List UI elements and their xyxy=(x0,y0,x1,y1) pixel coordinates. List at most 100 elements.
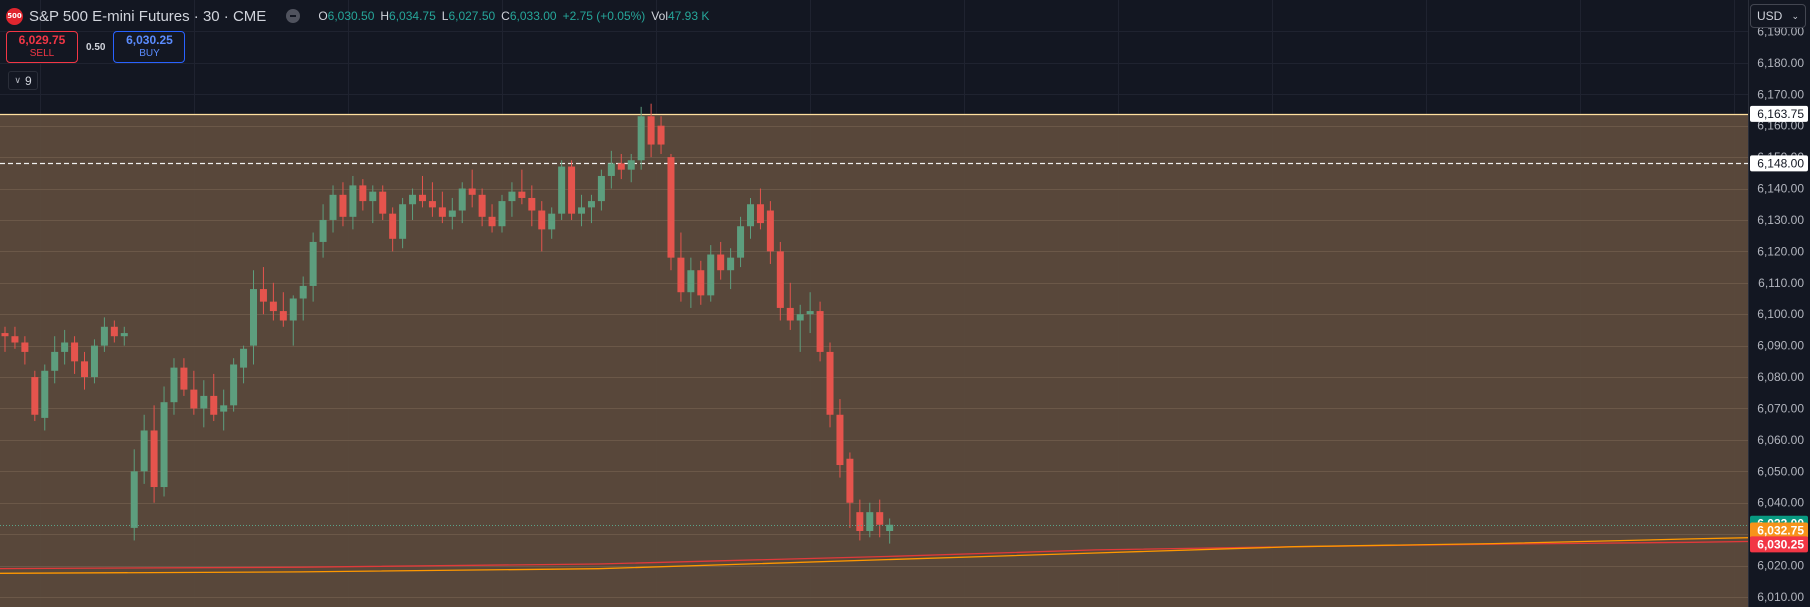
candle xyxy=(707,245,715,302)
candle xyxy=(438,191,446,224)
price-tick-label: 6,180.00 xyxy=(1757,56,1804,70)
candle-body xyxy=(21,342,29,352)
candle xyxy=(399,197,407,249)
price-axis[interactable]: 6,190.006,180.006,170.006,160.006,150.00… xyxy=(1748,0,1810,607)
price-tick-label: 6,020.00 xyxy=(1757,559,1804,573)
symbol-title[interactable]: S&P 500 E-mini Futures · 30 · CME xyxy=(29,7,267,25)
candle-body xyxy=(389,213,397,239)
candle xyxy=(90,339,98,384)
candle-body xyxy=(130,471,138,528)
low-value: 6,027.50 xyxy=(448,9,496,23)
level-badge[interactable]: 6,148.00 xyxy=(1750,155,1808,172)
ema-red-line xyxy=(0,539,1810,570)
candle-body xyxy=(558,166,566,214)
volume-label: Vol xyxy=(651,9,668,23)
candle-body xyxy=(279,311,287,321)
candle xyxy=(488,204,496,233)
candle xyxy=(826,342,834,428)
sell-label: SELL xyxy=(29,48,55,59)
candle xyxy=(140,414,148,484)
currency-select[interactable]: USD ⌄ xyxy=(1750,4,1806,28)
volume-value: 47.93 K xyxy=(667,9,710,23)
symbol-logo[interactable]: 500 xyxy=(6,7,23,25)
candle-body xyxy=(150,430,158,488)
candle-body xyxy=(747,204,754,227)
candle-body xyxy=(240,348,248,368)
close-value: 6,033.00 xyxy=(509,9,557,23)
candle-body xyxy=(51,351,59,371)
candle-body xyxy=(170,367,178,403)
collapse-legend-icon[interactable] xyxy=(286,9,301,23)
candle xyxy=(359,179,367,211)
price-axis-bg xyxy=(1748,0,1810,607)
candle-body xyxy=(687,270,695,293)
candle xyxy=(349,175,357,230)
candle xyxy=(766,201,774,264)
candle-body xyxy=(876,512,884,525)
candle xyxy=(776,241,784,321)
candle xyxy=(120,326,128,346)
candle xyxy=(428,182,436,217)
candle-body xyxy=(756,204,764,224)
candle xyxy=(130,449,138,541)
candle-body xyxy=(488,216,496,227)
high-value: 6,034.75 xyxy=(389,9,436,23)
candle xyxy=(240,345,248,384)
buy-button[interactable]: 6,030.25 BUY xyxy=(113,31,186,63)
candle-body xyxy=(578,207,586,214)
sell-price: 6,029.75 xyxy=(18,33,66,47)
candle-body xyxy=(548,213,556,230)
candle xyxy=(458,182,466,224)
candle-body xyxy=(538,210,546,230)
candle xyxy=(81,351,89,390)
candle-body xyxy=(458,188,466,211)
chevron-down-icon: ∨ xyxy=(14,75,21,85)
candle-body xyxy=(359,185,367,202)
sell-button[interactable]: 6,029.75 SELL xyxy=(6,31,78,63)
candle xyxy=(528,185,536,227)
candle-body xyxy=(478,194,486,217)
candle-body xyxy=(637,116,645,161)
candle-body xyxy=(448,210,456,217)
candle xyxy=(329,185,337,233)
buy-price: 6,030.25 xyxy=(126,33,173,47)
price-badge-red[interactable]: 6,030.25 xyxy=(1750,536,1808,553)
candle xyxy=(587,194,595,224)
candle xyxy=(508,182,516,217)
candle-body xyxy=(607,163,615,176)
candle-body xyxy=(160,402,168,488)
candle xyxy=(637,106,645,170)
candle-body xyxy=(210,395,218,415)
close-label: C xyxy=(501,9,510,23)
candle-body xyxy=(120,333,128,337)
candle-body xyxy=(230,364,238,406)
candle xyxy=(279,292,287,327)
zone-grid xyxy=(0,126,1748,598)
indicators-toggle-button[interactable]: ∨ 9 xyxy=(8,71,38,90)
price-tick-label: 6,140.00 xyxy=(1757,182,1804,196)
candle-body xyxy=(737,226,745,258)
candle xyxy=(727,248,735,290)
price-zone-rectangle[interactable] xyxy=(0,113,1748,607)
candle xyxy=(518,169,526,205)
candle-body xyxy=(786,307,794,321)
candle xyxy=(418,175,426,208)
candle xyxy=(369,185,377,224)
candle-body xyxy=(71,342,79,362)
candle xyxy=(578,194,586,227)
candle xyxy=(259,267,267,315)
candle xyxy=(717,241,725,280)
price-tick-label: 6,040.00 xyxy=(1757,496,1804,510)
candle-body xyxy=(90,345,98,378)
candle xyxy=(309,232,317,302)
price-badge-orange[interactable]: 6,032.75 xyxy=(1750,522,1808,539)
candle-body xyxy=(200,395,208,409)
candle-body xyxy=(1,333,9,337)
candle xyxy=(816,301,824,362)
candle-body xyxy=(329,194,337,220)
candle xyxy=(1,326,9,352)
level-badge[interactable]: 6,163.75 xyxy=(1750,105,1808,122)
candle-body xyxy=(100,326,108,346)
candle-body xyxy=(528,197,536,211)
